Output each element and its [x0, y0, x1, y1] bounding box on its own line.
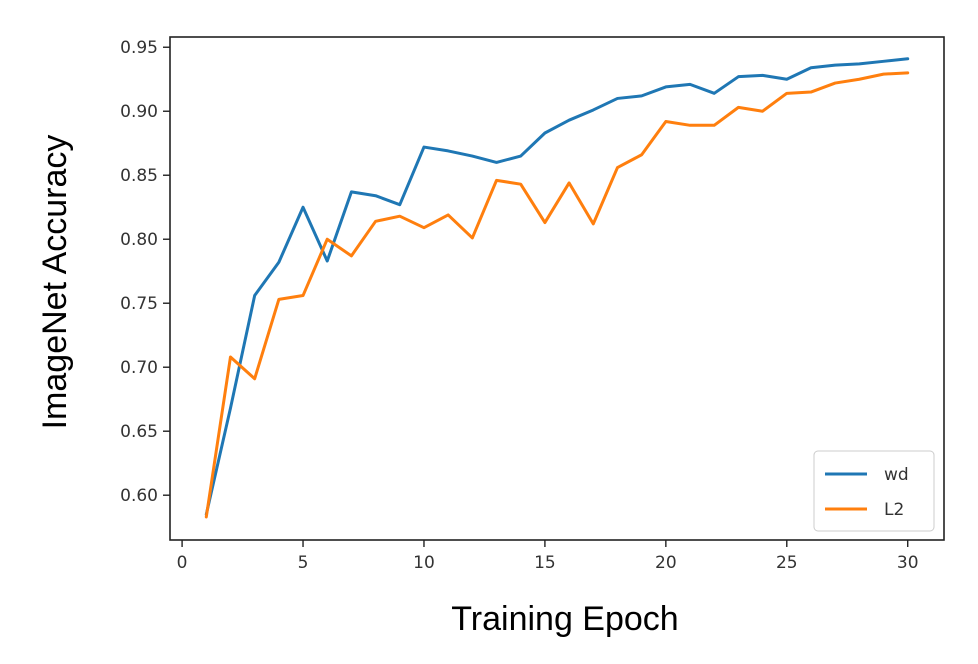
x-axis: 0 5 10 15 20 25 30: [177, 540, 919, 573]
y-tick-label: 0.65: [120, 422, 158, 442]
series-line-l2: [204, 71, 910, 519]
x-tick-label: 15: [534, 553, 556, 573]
x-tick-label: 0: [177, 553, 188, 573]
x-tick-label: 30: [897, 553, 919, 573]
y-tick-label: 0.95: [120, 38, 158, 58]
x-tick-label: 20: [655, 553, 677, 573]
y-tick-label: 0.90: [120, 102, 158, 122]
y-tick-label: 0.70: [120, 358, 158, 378]
x-tick-label: 10: [413, 553, 435, 573]
legend: wd L2: [813, 450, 935, 532]
legend-box: [813, 450, 935, 532]
y-tick-label: 0.85: [120, 166, 158, 186]
series-line-wd: [204, 57, 910, 516]
y-axis: 0.60 0.65 0.70 0.75 0.80 0.85 0.90 0.95: [120, 38, 170, 506]
x-tick-label: 25: [776, 553, 798, 573]
legend-label-l2: L2: [884, 500, 904, 520]
x-axis-title: Training Epoch: [451, 600, 678, 638]
y-tick-label: 0.80: [120, 230, 158, 250]
axes-frame: [169, 36, 945, 541]
y-tick-label: 0.75: [120, 294, 158, 314]
y-tick-label: 0.60: [120, 486, 158, 506]
series-layer: [204, 57, 910, 519]
x-tick-label: 5: [298, 553, 309, 573]
y-axis-title: ImageNet Accuracy: [36, 135, 74, 430]
legend-label-wd: wd: [884, 465, 909, 485]
